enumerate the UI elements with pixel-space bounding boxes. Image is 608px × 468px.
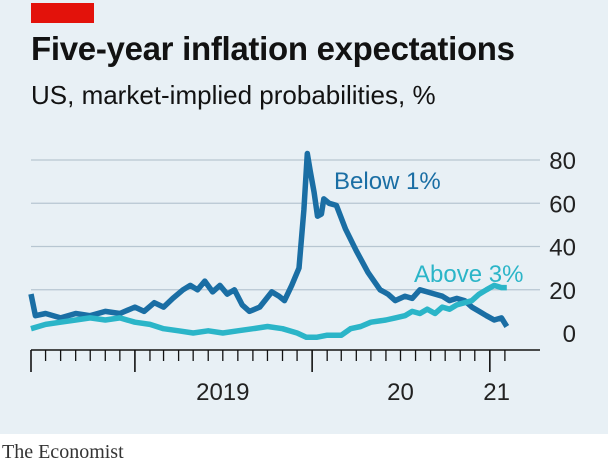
chart-title: Five-year inflation expectations — [31, 30, 515, 67]
series-labels: Below 1% Above 3% — [334, 168, 523, 288]
series-label-1: Above 3% — [414, 261, 523, 288]
series-line-0 — [28, 150, 510, 328]
y-tick-label-0: 0 — [563, 321, 576, 348]
series-line-1 — [30, 282, 507, 341]
x-tick-label-2: 21 — [483, 379, 510, 406]
y-tick-label-20: 20 — [549, 278, 576, 305]
x-tick-label-0: 2019 — [196, 379, 249, 406]
chart-subtitle: US, market-implied probabilities, % — [31, 80, 436, 110]
source-footer: The Economist — [2, 441, 124, 463]
series-label-0: Below 1% — [334, 168, 441, 195]
brand-tag — [31, 3, 94, 23]
x-tick-label-1: 20 — [387, 379, 414, 406]
y-tick-label-80: 80 — [549, 148, 576, 175]
line-chart: 0 20 40 60 80 Below 1% Above 3% 2019 20 21 — [28, 148, 576, 406]
series-lines — [28, 150, 510, 341]
y-axis-labels: 0 20 40 60 80 — [549, 148, 576, 348]
gridlines — [31, 159, 540, 291]
y-tick-label-40: 40 — [549, 235, 576, 262]
x-axis: 2019 20 21 — [30, 349, 540, 406]
y-tick-label-60: 60 — [549, 191, 576, 218]
